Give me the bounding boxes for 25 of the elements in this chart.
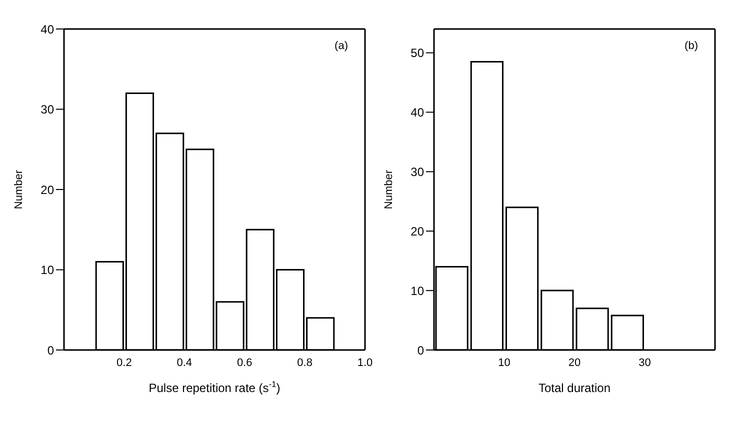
annotation: (a) — [334, 40, 348, 52]
x-tick-label: 0.8 — [297, 356, 312, 369]
y-tick-label: 10 — [410, 284, 424, 298]
annotation: (b) — [684, 40, 698, 52]
y-tick-label: 40 — [40, 22, 54, 36]
x-tick-label: 20 — [568, 356, 581, 369]
x-axis-title: Pulse repetition rate (s$^{-1}$) — [148, 379, 280, 395]
y-tick-label: 10 — [40, 263, 54, 278]
y-axis-title: Number — [12, 170, 25, 210]
x-tick-label: 0.4 — [176, 356, 192, 369]
x-tick-label: 0.6 — [236, 356, 252, 369]
y-tick-label: 30 — [410, 164, 424, 179]
x-tick-label: 30 — [638, 356, 651, 369]
y-tick-label: 0 — [47, 343, 54, 358]
y-tick-label: 20 — [410, 224, 424, 238]
y-tick-label: 30 — [40, 102, 54, 117]
x-axis-title: Total duration — [538, 381, 611, 395]
y-tick-label: 20 — [40, 182, 54, 197]
y-tick-label: 0 — [417, 343, 424, 358]
x-tick-label: 0.2 — [116, 356, 132, 369]
x-tick-label: 1.0 — [357, 356, 373, 369]
y-tick-label: 40 — [410, 105, 424, 120]
x-tick-label: 10 — [498, 356, 510, 369]
y-tick-label: 50 — [410, 46, 424, 60]
y-axis-title: Number — [382, 170, 395, 210]
